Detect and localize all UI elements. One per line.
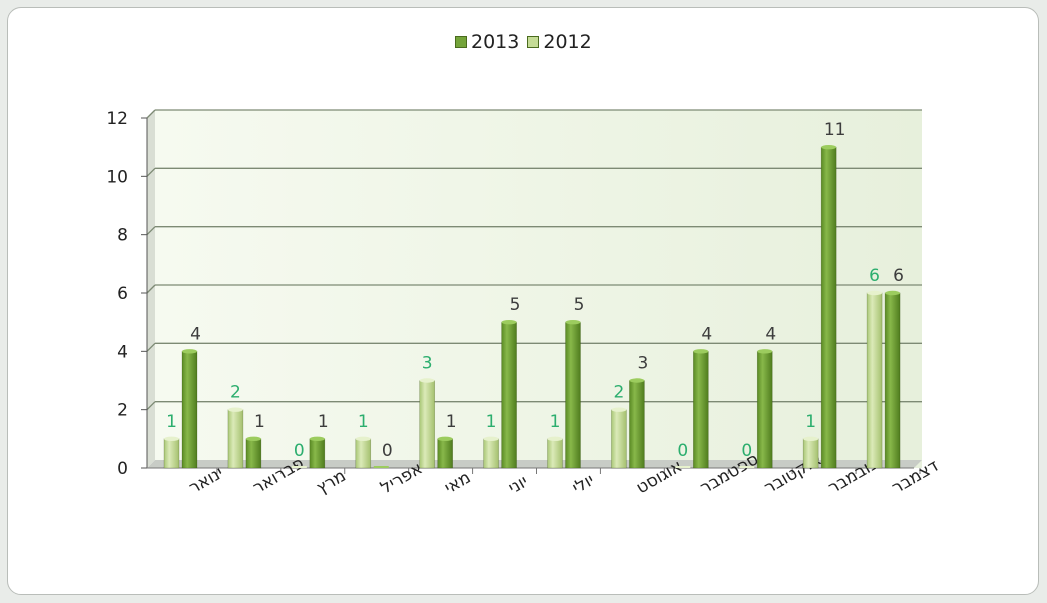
bar-2013 [373,466,389,468]
legend-label-2013: 2013 [471,31,520,53]
data-label-2012: 1 [486,412,497,432]
bar-2013-cap [693,349,709,354]
data-label-2012: 1 [166,412,177,432]
bar-2013 [756,351,773,469]
plot-floor [147,460,922,468]
y-tick-label: 8 [117,226,128,246]
bar-2013 [437,438,453,469]
bar-2013 [884,292,901,469]
bar-2012-cap [867,290,883,296]
bar-2012 [675,466,691,468]
y-tick-label: 10 [106,167,128,187]
plot-area [146,109,922,468]
data-label-2013: 4 [190,324,201,344]
data-label-2012: 6 [869,266,880,286]
x-tick-label: יוני [505,471,531,498]
legend-swatch-2013 [455,36,467,48]
bar-2013-cap [309,436,325,442]
gridline-diagonal [146,284,156,294]
data-label-2012: 2 [614,383,625,403]
bar-2012-cap [611,407,627,412]
chart-legend: 2013 2012 [455,31,592,53]
bar-2012-cap [164,436,179,442]
bar-2012-cap [547,436,563,442]
bar-2012 [866,292,883,469]
bar-2012 [611,409,627,469]
data-label-2013: 4 [701,324,712,344]
plot-background [155,110,922,468]
bar-2013-cap [629,378,645,383]
y-tick-label: 6 [117,284,128,304]
bar-2012 [739,466,755,468]
bar-2013-cap [757,349,773,354]
data-label-2013: 6 [893,266,904,286]
data-label-2013: 5 [510,295,521,315]
bar-2013-cap [885,290,901,296]
gridline-diagonal [146,109,156,119]
bar-2012 [802,438,819,469]
data-label-2013: 5 [574,295,585,315]
data-label-2013: 3 [638,354,649,374]
gridline-diagonal [146,342,156,352]
gridline-diagonal [146,401,156,411]
bars [163,144,901,469]
data-label-2012: 0 [677,441,688,461]
y-tick-label: 12 [106,109,128,129]
x-tick-label: מרץ [313,466,349,498]
bar-2013-cap [821,144,837,150]
bar-2013 [245,438,262,469]
legend-swatch-2012 [527,36,540,48]
data-label-2013: 0 [382,441,393,461]
bar-2012 [163,438,180,469]
bar-2013 [309,438,326,469]
data-label-2012: 1 [550,412,561,432]
bar-2013 [820,146,837,469]
x-tick-label: יולי [569,470,598,498]
legend-item-2013: 2013 [455,31,519,53]
bar-2012-cap [355,436,371,442]
bar-2013 [629,380,645,469]
data-label-2012: 0 [294,441,305,461]
bar-2012 [291,466,307,468]
bar-2012 [419,380,435,469]
bar-2013 [693,351,709,469]
y-tick-label: 0 [117,459,128,479]
bar-2012 [227,409,244,469]
bar-2013-cap [565,319,581,325]
data-label-2012: 1 [358,412,369,432]
data-label-2012: 1 [805,412,816,432]
bar-2013-cap [182,349,197,354]
data-label-2013: 1 [318,412,329,432]
bar-2012-cap [419,378,435,383]
gridline-diagonal [146,226,156,236]
legend-item-2012: 2012 [527,31,592,53]
data-label-2013: 11 [824,120,846,140]
bar-2012-cap [483,436,499,442]
bar-2013-cap [245,436,261,442]
gridline-diagonal [146,167,156,177]
data-label-2013: 1 [446,412,457,432]
bar-2013-cap [437,436,453,442]
y-tick-label: 4 [117,342,128,362]
bar-2012-cap [227,407,243,412]
y-tick-label: 2 [117,401,128,421]
bar-2013-cap [501,319,517,325]
bar-2012 [355,438,372,469]
bar-2013 [181,351,198,469]
data-label-2013: 1 [254,412,265,432]
data-label-2012: 2 [230,383,241,403]
bar-2012-cap [803,436,819,442]
data-label-2012: 3 [422,354,433,374]
bar-2012 [483,438,499,469]
data-label-2012: 0 [741,441,752,461]
data-label-2013: 4 [765,324,776,344]
bar-2012 [547,438,563,469]
bar-2013 [501,321,517,469]
legend-label-2012: 2012 [543,31,592,53]
bar-2013 [565,321,581,469]
x-tick-label: מאי [441,468,474,499]
